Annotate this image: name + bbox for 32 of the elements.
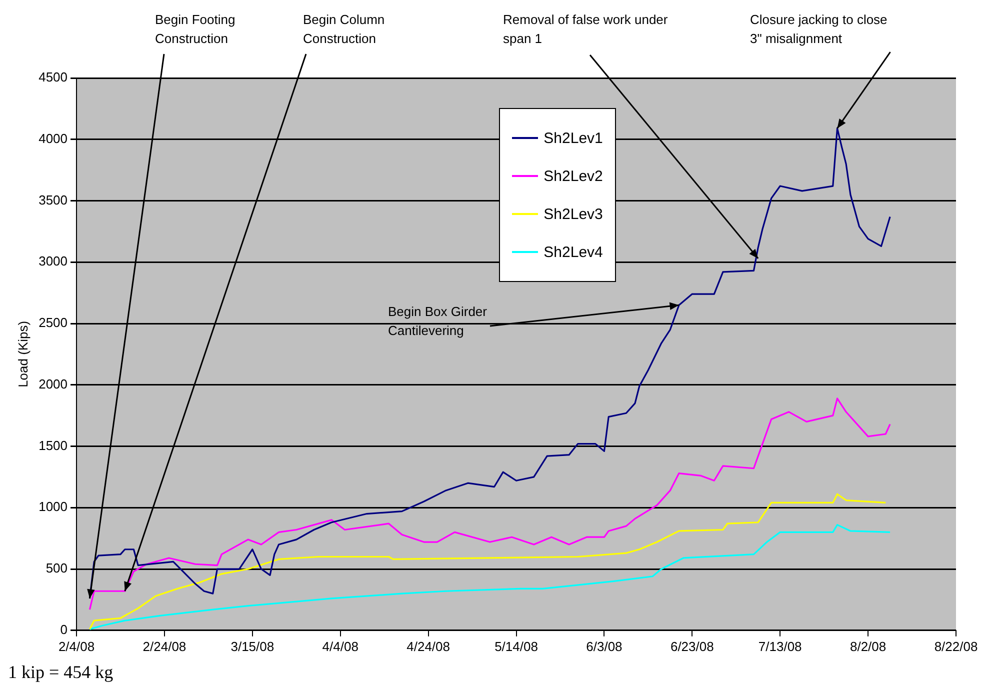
- x-tick-label: 2/24/08: [142, 638, 186, 654]
- y-tick-label: 2000: [38, 376, 68, 392]
- annotation: Begin Footing Construction: [155, 12, 236, 46]
- x-tick-label: 6/3/08: [586, 638, 622, 654]
- legend-label: Sh2Lev2: [544, 168, 603, 184]
- y-tick-label: 0: [60, 622, 68, 637]
- y-tick-label: 4500: [38, 70, 68, 85]
- annotation: Begin Box Girder Cantilevering: [388, 304, 488, 338]
- x-tick-label: 8/2/08: [850, 638, 886, 654]
- annotation: Removal of false work under span 1: [503, 12, 668, 46]
- x-tick-label: 6/23/08: [670, 638, 714, 654]
- x-tick-label: 4/4/08: [322, 638, 358, 654]
- x-tick-label: 2/4/08: [58, 638, 95, 654]
- annotation: Begin Column Construction: [303, 12, 385, 46]
- x-tick-label: 3/15/08: [230, 638, 274, 654]
- y-tick-label: 3500: [38, 192, 68, 208]
- x-tick-label: 4/24/08: [406, 638, 450, 654]
- y-tick-label: 3000: [38, 254, 68, 269]
- x-tick-label: 5/14/08: [494, 638, 538, 654]
- annotation: Closure jacking to close 3" misalignment: [750, 12, 888, 46]
- legend-label: Sh2Lev4: [544, 244, 603, 260]
- y-tick-label: 500: [46, 560, 68, 576]
- x-tick-label: 7/13/08: [758, 638, 802, 654]
- legend-label: Sh2Lev1: [544, 130, 603, 146]
- y-tick-label: 1000: [38, 499, 68, 514]
- y-axis-title: Load (Kips): [15, 320, 30, 388]
- y-tick-label: 2500: [38, 315, 68, 330]
- y-tick-label: 1500: [38, 438, 68, 453]
- y-tick-label: 4000: [38, 130, 68, 146]
- x-tick-label: 8/22/08: [934, 638, 978, 654]
- legend-label: Sh2Lev3: [544, 206, 603, 222]
- text: 1 kip = 454 kg: [8, 662, 114, 683]
